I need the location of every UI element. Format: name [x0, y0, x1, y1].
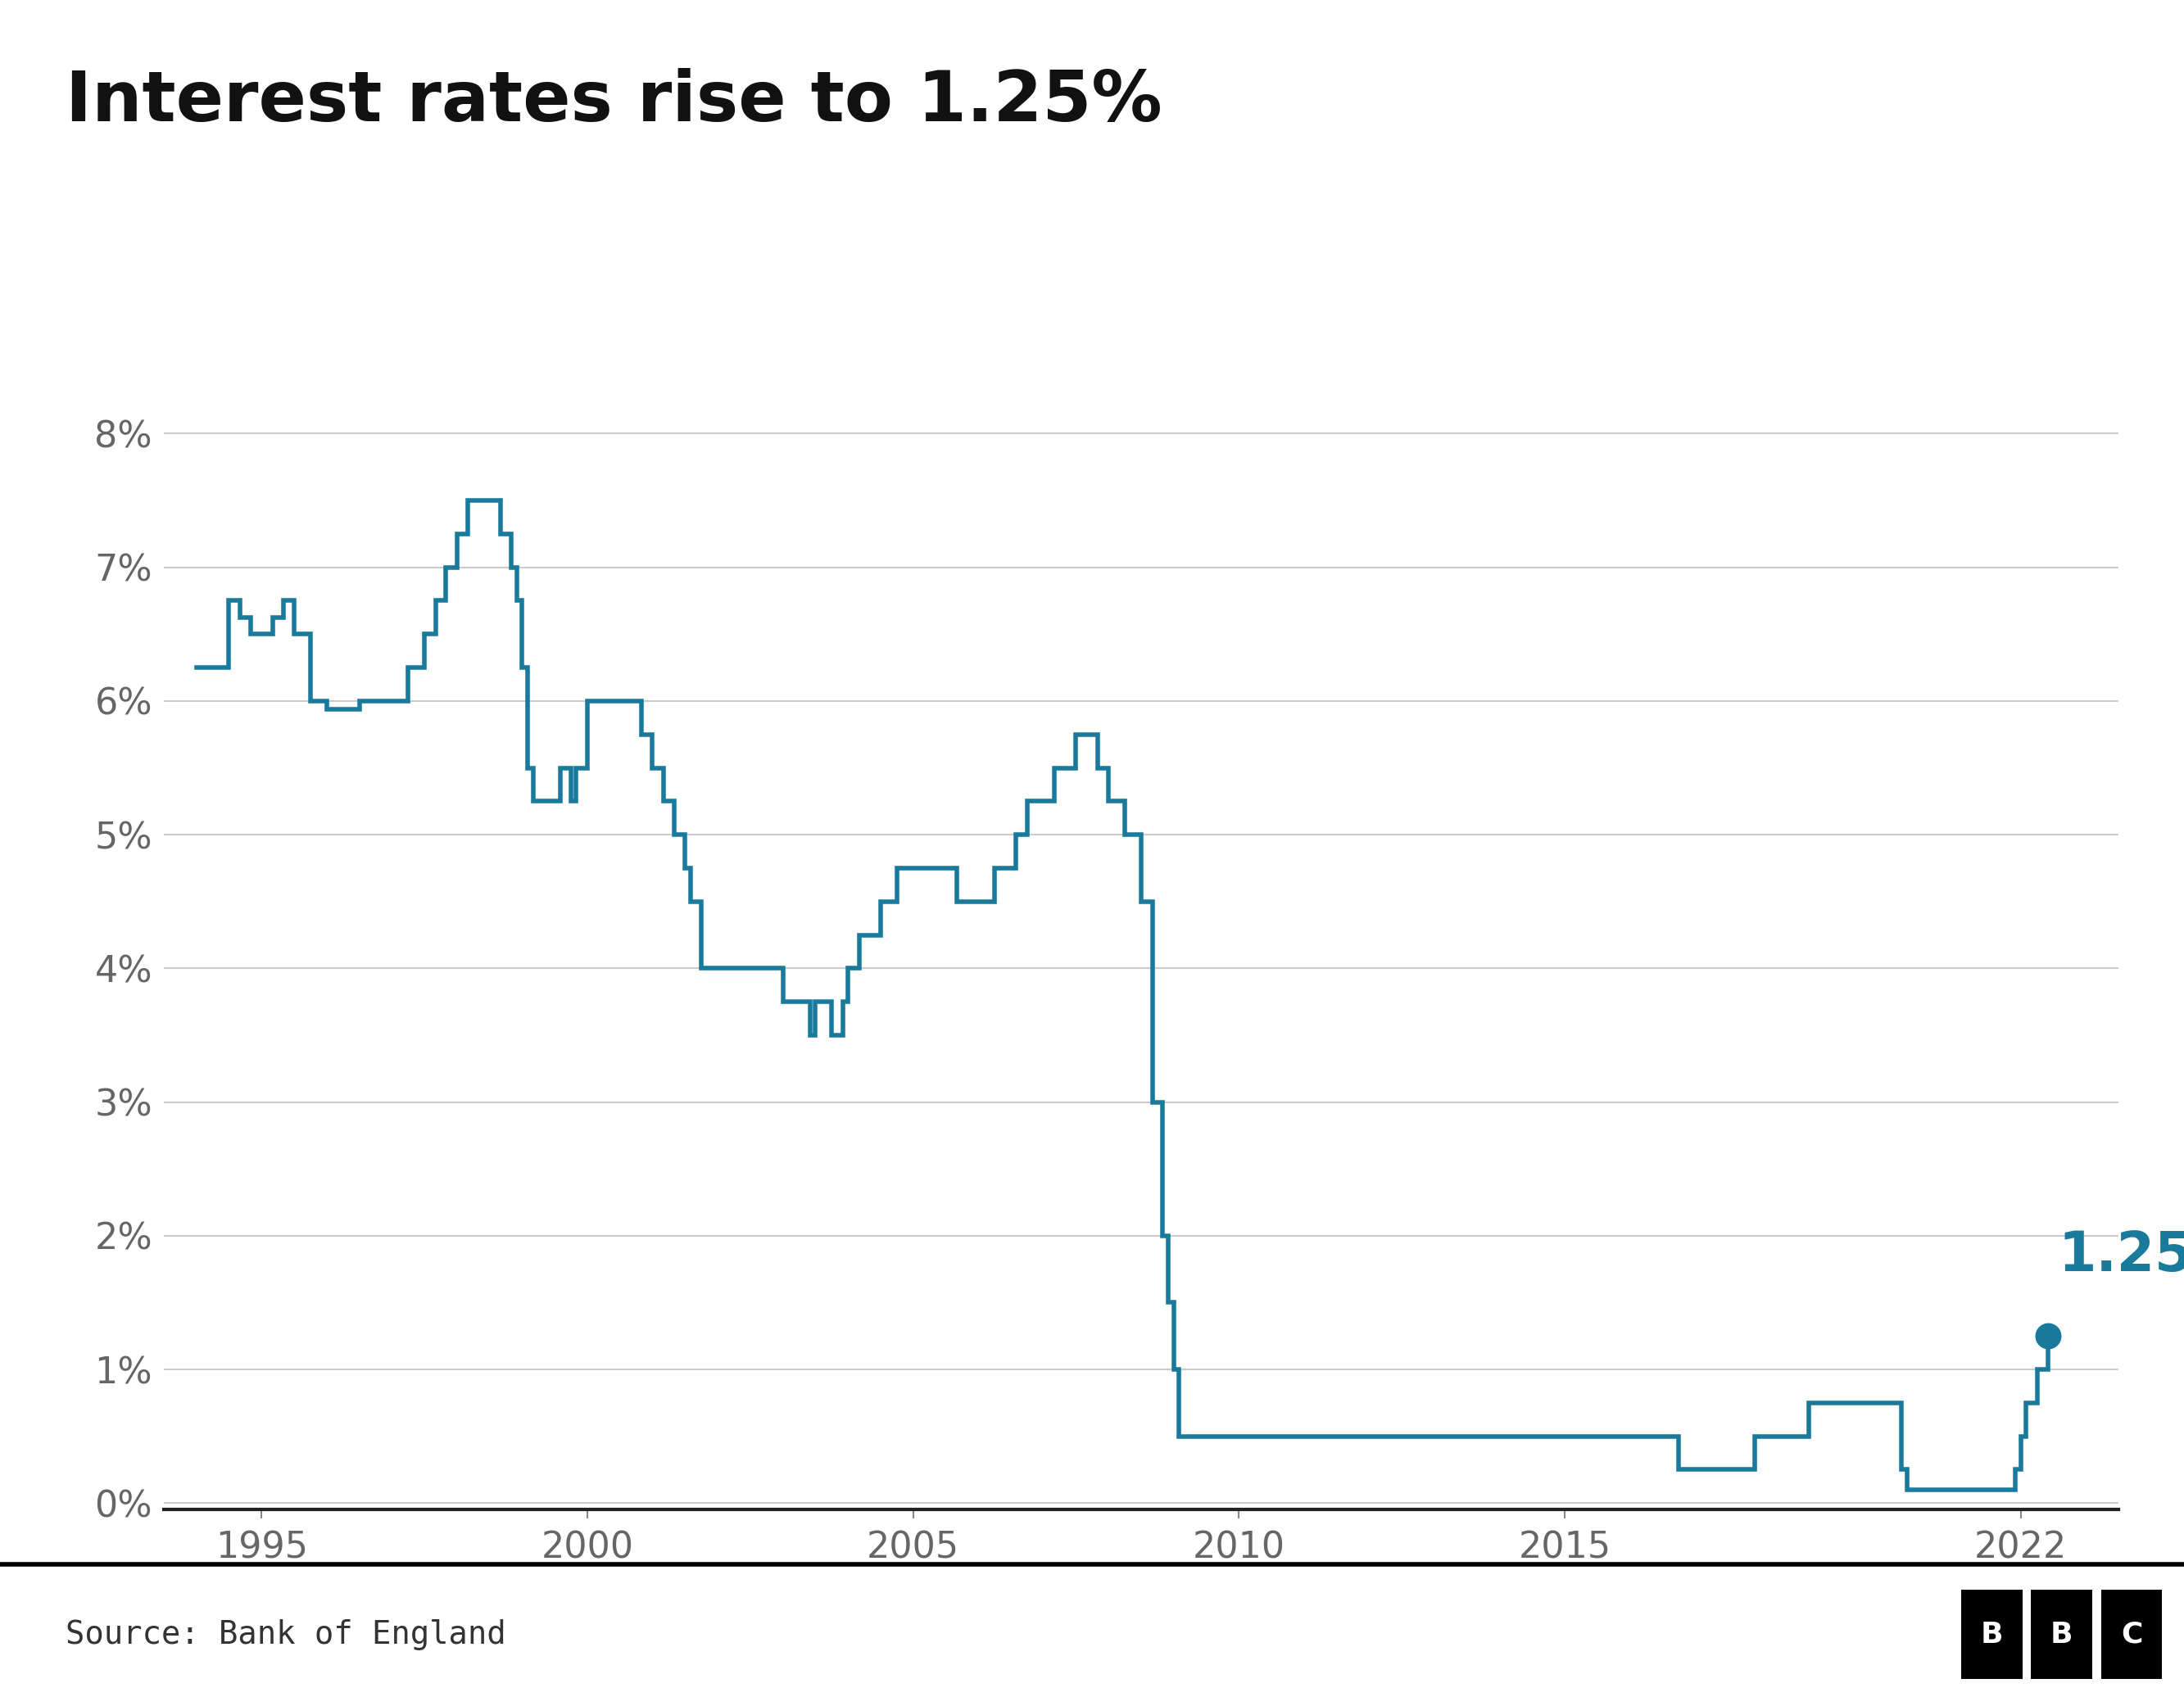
Text: B: B — [2051, 1621, 2073, 1648]
Text: B: B — [1981, 1621, 2003, 1648]
Text: C: C — [2121, 1621, 2143, 1648]
Text: Interest rates rise to 1.25%: Interest rates rise to 1.25% — [66, 68, 1162, 136]
Text: Source: Bank of England: Source: Bank of England — [66, 1619, 507, 1650]
Text: 1.25%: 1.25% — [2057, 1228, 2184, 1283]
